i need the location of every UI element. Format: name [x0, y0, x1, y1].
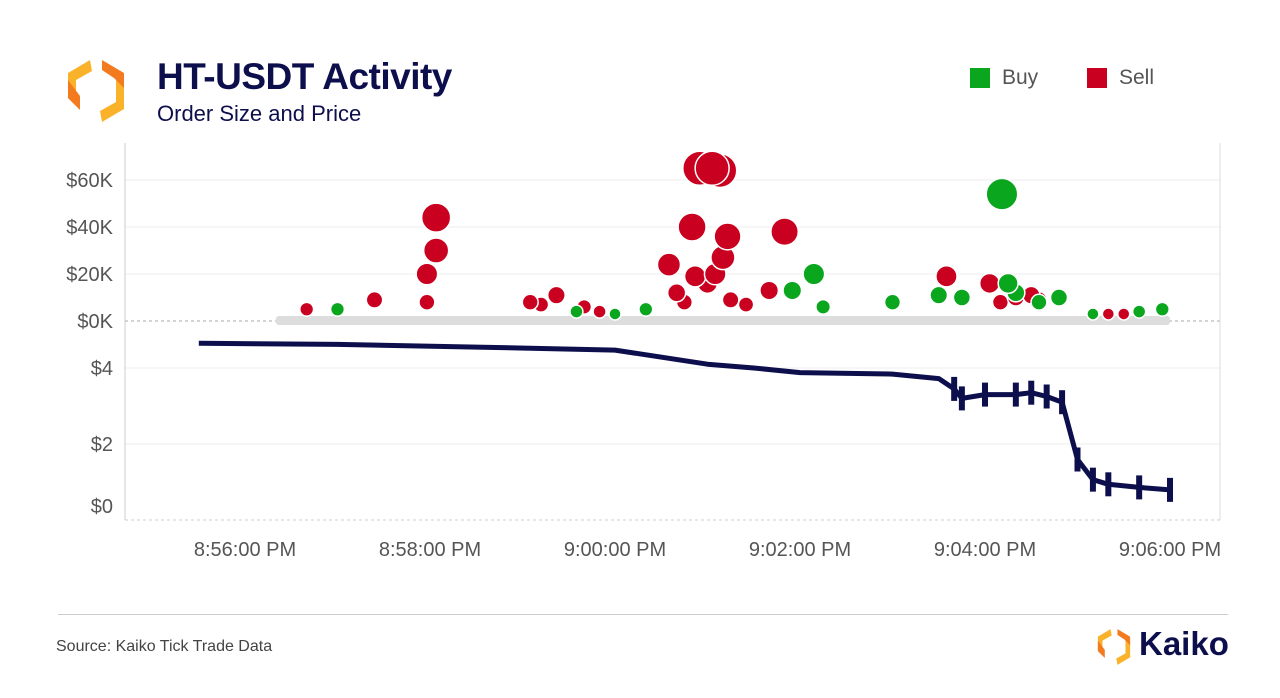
sell-order-bubble [713, 222, 742, 251]
buy-order-bubble [1154, 301, 1170, 317]
kaiko-logo-icon [1097, 629, 1131, 665]
sell-order-bubble [299, 301, 315, 317]
sell-order-bubble [935, 265, 958, 288]
buy-order-bubble [1131, 304, 1147, 319]
sell-order-bubble [656, 252, 682, 277]
sell-order-bubble [418, 293, 436, 311]
x-tick-label: 9:06:00 PM [1119, 539, 1221, 561]
buy-order-bubble [802, 262, 826, 286]
y-tick-label: $4 [91, 358, 113, 380]
sell-order-bubble [770, 217, 800, 247]
y-tick-label: $60K [66, 170, 113, 192]
buy-order-bubble [608, 307, 622, 321]
small-trades-band [275, 316, 1170, 325]
sell-order-bubble [415, 262, 439, 286]
y-tick-label: $0K [77, 311, 113, 333]
sell-order-bubble [546, 285, 566, 305]
x-tick-label: 9:04:00 PM [934, 539, 1036, 561]
legend-label-sell: Sell [1119, 66, 1155, 89]
sell-order-bubble [420, 202, 452, 233]
y-tick-label: $0 [91, 496, 113, 518]
legend-label-buy: Buy [1002, 66, 1039, 89]
chart-plot: $0K $20K $40K $60K $0 $2 $4 8:56:00 PM 8:58:00 … [66, 143, 1221, 561]
buy-order-bubble [883, 293, 902, 311]
buy-order-bubble [329, 301, 346, 317]
legend-item-sell[interactable]: Sell [1087, 66, 1154, 90]
sell-order-bubble [666, 283, 687, 303]
hexagon-logo [68, 60, 124, 122]
legend-item-buy[interactable]: Buy [970, 66, 1038, 90]
buy-order-bubble [1086, 307, 1100, 321]
sell-order-bubble [978, 272, 1001, 295]
buy-order-bubble [1049, 288, 1069, 307]
sell-order-bubble [1101, 307, 1116, 321]
buy-order-bubble [929, 285, 949, 305]
sell-order-bubble [521, 293, 539, 311]
sell-order-bubble [759, 280, 780, 301]
x-tick-label: 9:02:00 PM [749, 539, 851, 561]
sell-order-bubble [422, 237, 450, 264]
footer-divider [58, 614, 1228, 615]
sell-order-bubble [1116, 307, 1131, 321]
buy-order-bubble [815, 298, 832, 315]
buy-order-bubble [569, 304, 584, 319]
sell-order-bubble [683, 265, 707, 288]
source-note: Source: Kaiko Tick Trade Data [56, 638, 273, 655]
buy-order-bubble [952, 288, 972, 307]
buy-swatch [970, 68, 990, 88]
sell-order-bubble [737, 296, 755, 313]
chart-subtitle: Order Size and Price [157, 101, 362, 126]
sell-order-bubble [694, 150, 730, 186]
kaiko-wordmark: Kaiko [1139, 625, 1229, 662]
x-tick-label: 8:56:00 PM [194, 539, 296, 561]
buy-order-bubble [997, 272, 1019, 295]
y-tick-label: $2 [91, 434, 113, 456]
sell-order-bubble [592, 304, 607, 319]
chart-title: HT-USDT Activity [157, 56, 452, 97]
sell-order-bubble [721, 290, 740, 309]
x-tick-label: 9:00:00 PM [564, 539, 666, 561]
sell-order-bubble [677, 212, 707, 242]
sell-order-bubble [991, 293, 1010, 311]
buy-order-bubble [985, 177, 1019, 211]
y-tick-label: $40K [66, 217, 113, 239]
buy-order-bubble [782, 280, 803, 301]
x-tick-label: 8:58:00 PM [379, 539, 481, 561]
y-tick-label: $20K [66, 264, 113, 286]
buy-order-bubble [1030, 293, 1048, 311]
buy-order-bubble [638, 301, 654, 317]
price-line [198, 340, 1171, 493]
sell-swatch [1087, 68, 1107, 88]
sell-order-bubble [365, 290, 384, 309]
